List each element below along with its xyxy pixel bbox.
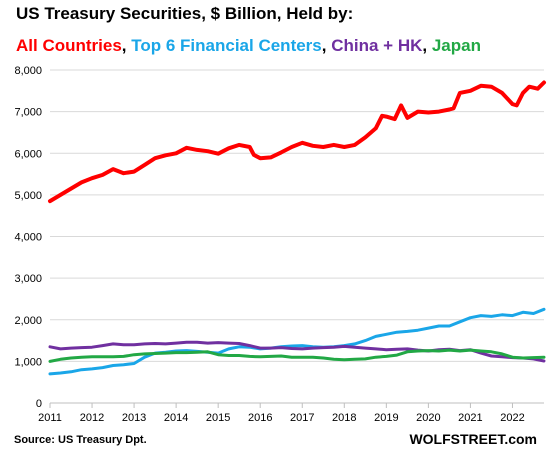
x-tick-label: 2021: [458, 412, 482, 424]
x-tick-label: 2022: [500, 412, 524, 424]
x-tick-label: 2017: [290, 412, 314, 424]
legend-separator: ,: [321, 36, 332, 55]
series-lines: [48, 80, 546, 376]
x-tick-label: 2020: [416, 412, 440, 424]
y-tick-label: 7,000: [14, 107, 42, 119]
y-tick-label: 2,000: [14, 315, 42, 327]
x-tick-label: 2015: [206, 412, 230, 424]
y-tick-label: 5,000: [14, 190, 42, 202]
brand-logo: WOLFSTREET.com: [409, 431, 537, 447]
grid: [50, 69, 544, 404]
legend-separator: ,: [422, 36, 432, 55]
axes: 0 1,000 2,000 3,000 4,000 5,000 6,000 7,000 8,00…: [14, 65, 544, 424]
y-tick-label: 1,000: [14, 356, 42, 368]
y-tick-label: 0: [36, 398, 42, 410]
legend-all-countries: All Countries: [16, 36, 122, 55]
series-line-all-countries: [48, 80, 546, 204]
legend: All Countries, Top 6 Financial Centers, …: [16, 36, 481, 56]
series-line-japan: [48, 348, 546, 363]
x-tick-label: 2019: [374, 412, 398, 424]
x-tick-label: 2011: [38, 412, 62, 424]
x-tick-label: 2012: [80, 412, 104, 424]
y-tick-label: 6,000: [14, 148, 42, 160]
y-tick-label: 3,000: [14, 273, 42, 285]
legend-china-hk: China + HK: [331, 36, 423, 55]
legend-top6: Top 6 Financial Centers: [131, 36, 322, 55]
chart-title: US Treasury Securities, $ Billion, Held …: [16, 4, 354, 23]
x-tick-label: 2014: [164, 412, 188, 424]
legend-japan: Japan: [431, 36, 481, 55]
x-tick-label: 2018: [332, 412, 356, 424]
x-tick-label: 2016: [248, 412, 272, 424]
y-tick-label: 8,000: [14, 65, 42, 77]
series-line-top-6-financial-centers: [48, 307, 546, 376]
x-tick-label: 2013: [122, 412, 146, 424]
legend-separator: ,: [121, 36, 132, 55]
source-note: Source: US Treasury Dpt.: [14, 434, 147, 446]
y-tick-label: 4,000: [14, 232, 42, 244]
